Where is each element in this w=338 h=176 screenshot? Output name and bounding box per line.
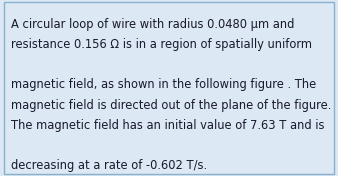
Text: decreasing at a rate of -0.602 T/s.: decreasing at a rate of -0.602 T/s. xyxy=(11,159,207,172)
FancyBboxPatch shape xyxy=(4,2,334,174)
Text: A circular loop of wire with radius 0.0480 μm and: A circular loop of wire with radius 0.04… xyxy=(11,18,294,31)
Text: The magnetic field has an initial value of 7.63 T and is: The magnetic field has an initial value … xyxy=(11,119,324,132)
Text: magnetic field, as shown in the following figure . The: magnetic field, as shown in the followin… xyxy=(11,78,316,91)
Text: magnetic field is directed out of the plane of the figure.: magnetic field is directed out of the pl… xyxy=(11,99,331,112)
Text: resistance 0.156 Ω is in a region of spatially uniform: resistance 0.156 Ω is in a region of spa… xyxy=(11,38,312,51)
